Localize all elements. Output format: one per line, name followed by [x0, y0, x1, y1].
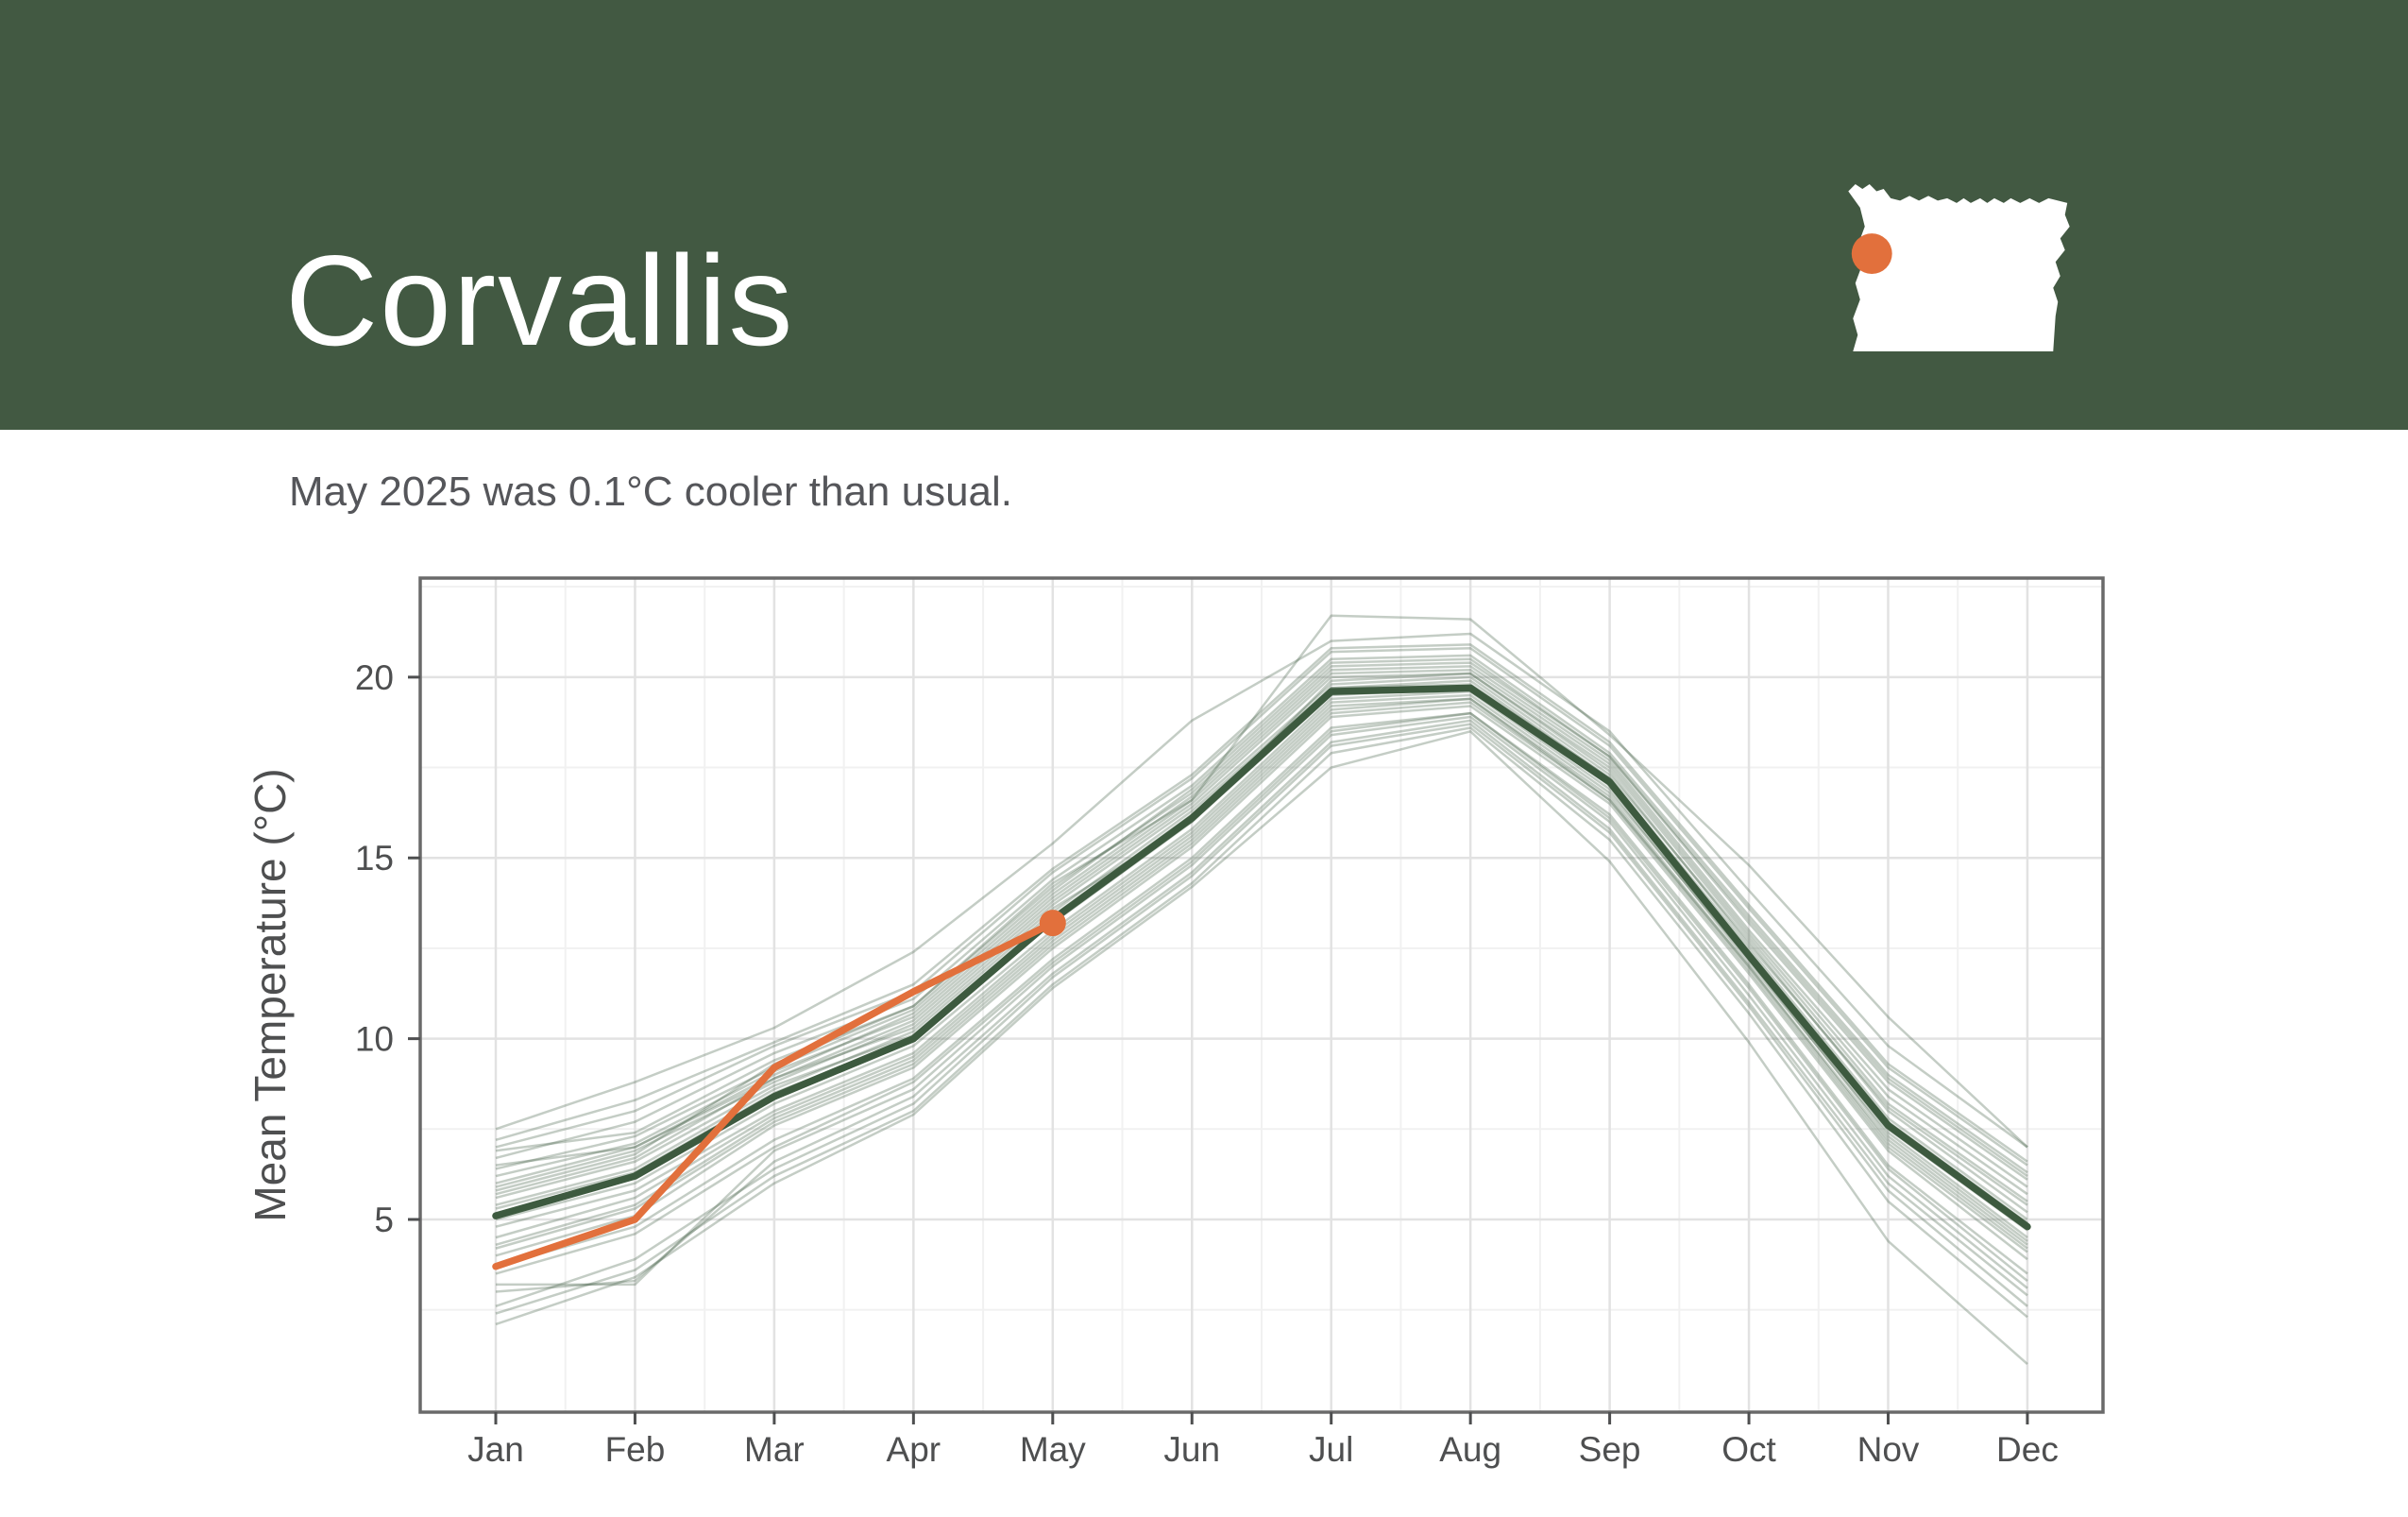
- historical-year-line: [495, 726, 2028, 1319]
- x-axis-tick-label: Nov: [1857, 1430, 1920, 1469]
- current-year-line: [492, 919, 1057, 1270]
- historical-year-line: [495, 654, 2028, 1174]
- historical-year-line: [495, 632, 2028, 1149]
- historical-year-line: [495, 705, 2028, 1261]
- historical-year-line: [496, 715, 2028, 1289]
- historical-year-line: [495, 661, 2028, 1181]
- x-axis-tick-label: May: [1020, 1430, 1086, 1469]
- y-axis-tick-label: 5: [374, 1201, 394, 1239]
- y-axis-tick-label: 10: [355, 1020, 394, 1059]
- corvallis-marker-dot: [1851, 233, 1892, 274]
- oregon-map: [1848, 183, 2070, 352]
- temperature-chart: Jan Feb Mar Apr May Jun Jul Aug Sep Oct Nov Dec 5 10 1…: [0, 529, 2408, 1512]
- panel-border: [418, 576, 2105, 1414]
- historical-year-line: [495, 657, 2028, 1178]
- x-axis-tick-label: Oct: [1721, 1430, 1776, 1469]
- x-axis-tick-label: Aug: [1439, 1430, 1501, 1469]
- oregon-state-shape: [1848, 183, 2070, 352]
- historical-year-line: [495, 730, 2028, 1366]
- historical-year-line: [495, 701, 2028, 1253]
- x-axis-tick-label: Sep: [1579, 1430, 1641, 1469]
- x-axis-tick-label: Feb: [605, 1430, 666, 1469]
- historical-year-line: [495, 697, 2028, 1250]
- x-axis-tick-label: Apr: [887, 1430, 941, 1469]
- historical-year-line: [495, 665, 2028, 1188]
- historical-year-line: [495, 723, 2028, 1308]
- historical-year-line: [495, 647, 2028, 1167]
- historical-year-line: [495, 690, 2028, 1239]
- x-axis-tick-label: Mar: [744, 1430, 805, 1469]
- x-axis-tick-label: Jun: [1163, 1430, 1220, 1469]
- historical-year-line: [495, 711, 2028, 1283]
- average-line: [492, 684, 2031, 1231]
- historical-year-line: [495, 719, 2028, 1297]
- current-month-dot: [1039, 910, 1066, 937]
- historical-year-line: [495, 614, 2028, 1192]
- page-title: Corvallis: [285, 229, 795, 372]
- x-axis-tick-label: Jul: [1309, 1430, 1353, 1469]
- historical-year-line: [495, 711, 2028, 1275]
- y-axis-title: Mean Temperature (°C): [246, 768, 295, 1221]
- y-axis-tick-label: 15: [355, 839, 394, 878]
- subtitle: May 2025 was 0.1°C cooler than usual.: [289, 469, 1013, 515]
- historical-year-line: [495, 643, 2028, 1163]
- header-band: Corvallis: [0, 0, 2408, 430]
- historical-year-line: [495, 668, 2028, 1196]
- x-axis-tick-label: Jan: [467, 1430, 524, 1469]
- historical-year-line: [495, 697, 2028, 1246]
- y-axis-tick-label: 20: [355, 658, 394, 697]
- historical-year-line: [495, 679, 2028, 1221]
- x-axis-tick-label: Dec: [1996, 1430, 2059, 1469]
- temperature-chart-svg: Jan Feb Mar Apr May Jun Jul Aug Sep Oct Nov Dec 5 10 1…: [246, 576, 2105, 1469]
